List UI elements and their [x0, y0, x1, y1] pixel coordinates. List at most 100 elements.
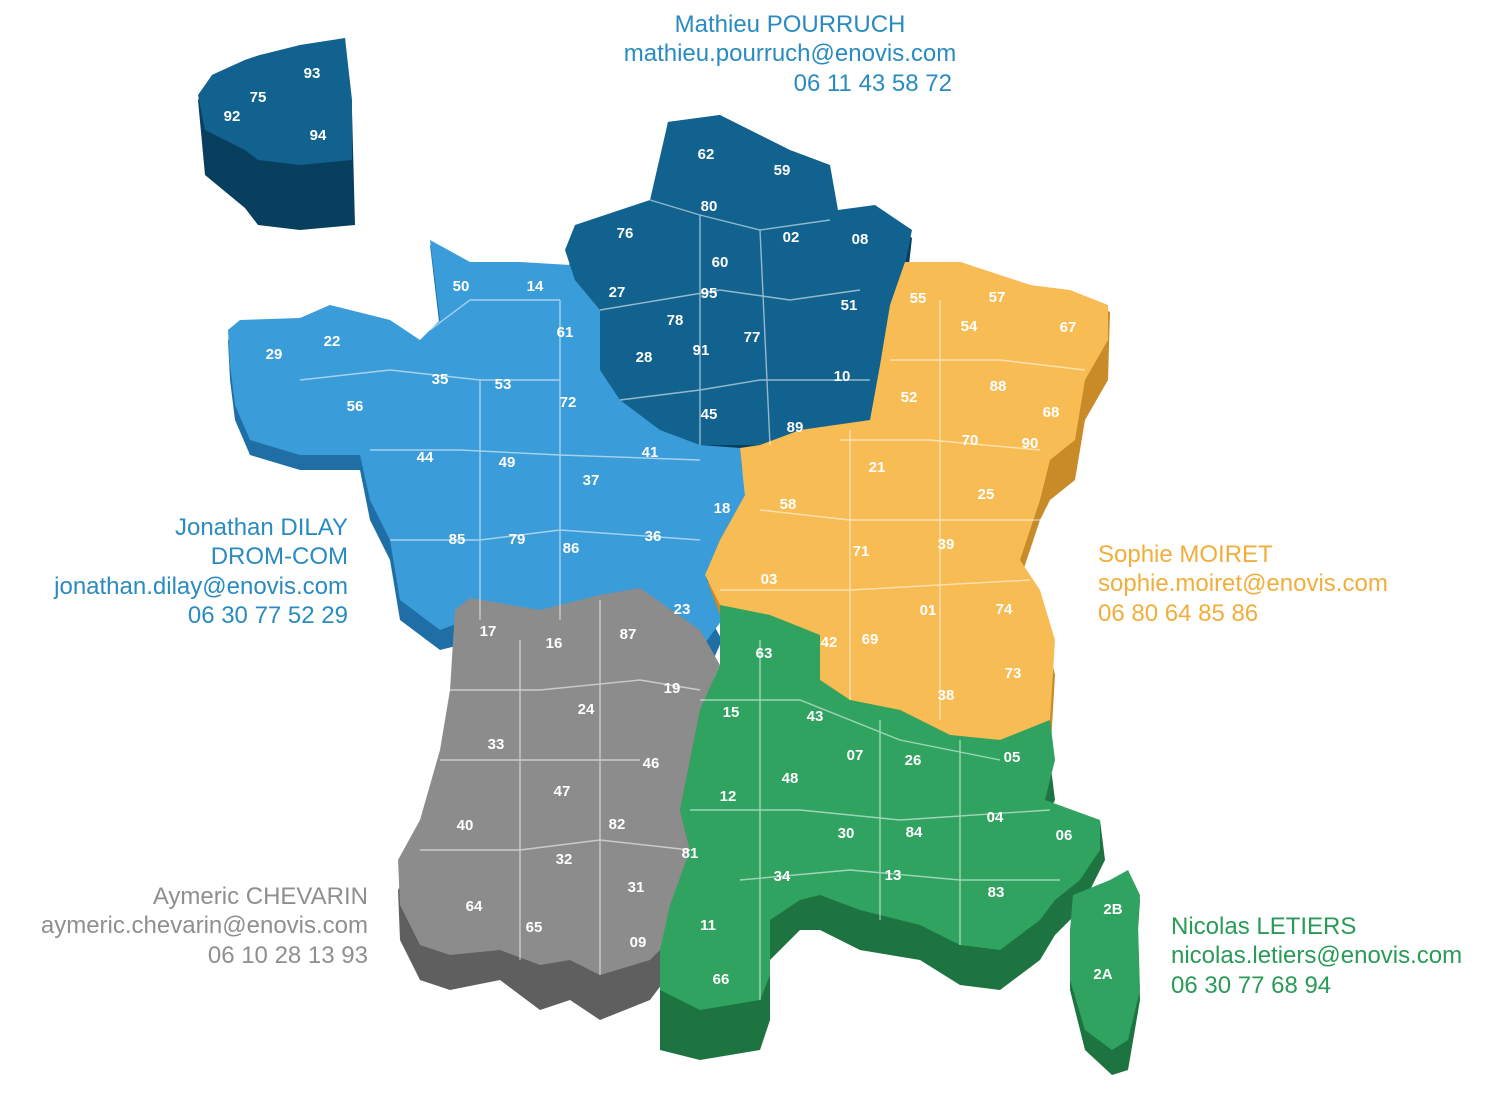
department-label-38: 38	[938, 687, 955, 704]
department-label-17: 17	[480, 623, 497, 640]
department-label-51: 51	[841, 297, 858, 314]
department-label-68: 68	[1043, 404, 1060, 421]
department-label-16: 16	[546, 635, 563, 652]
contact-blue-phone[interactable]: 06 30 77 52 29	[187, 601, 348, 629]
department-label-94: 94	[310, 127, 327, 144]
department-label-08: 08	[852, 231, 869, 248]
department-label-37: 37	[583, 472, 600, 489]
department-label-79: 79	[509, 531, 526, 548]
department-label-21: 21	[869, 459, 886, 476]
department-label-24: 24	[578, 701, 595, 718]
department-label-83: 83	[988, 884, 1005, 901]
department-label-23: 23	[674, 601, 691, 618]
department-label-76: 76	[617, 225, 634, 242]
department-label-06: 06	[1056, 827, 1073, 844]
inset-paris-area[interactable]	[198, 38, 352, 165]
department-label-10: 10	[834, 368, 851, 385]
department-label-47: 47	[554, 783, 571, 800]
department-label-60: 60	[712, 254, 729, 271]
department-label-77: 77	[744, 329, 761, 346]
contact-gray-phone[interactable]: 06 10 28 13 93	[207, 941, 368, 969]
department-label-73: 73	[1005, 665, 1022, 682]
region-gray[interactable]	[398, 588, 720, 975]
department-label-56: 56	[347, 398, 364, 415]
contact-green-name: Nicolas LETIERS	[1171, 913, 1357, 940]
department-label-81: 81	[682, 845, 699, 862]
department-label-13: 13	[885, 867, 902, 884]
department-label-03: 03	[761, 571, 778, 588]
contact-blue: Jonathan DILAY DROM-COM jonathan.dilay@e…	[8, 513, 348, 630]
department-label-40: 40	[457, 817, 474, 834]
department-label-46: 46	[643, 755, 660, 772]
department-label-31: 31	[628, 879, 645, 896]
department-label-74: 74	[996, 601, 1013, 618]
department-label-61: 61	[557, 324, 574, 341]
department-label-75: 75	[250, 89, 267, 106]
department-label-34: 34	[774, 868, 791, 885]
contact-gray-name: Aymeric CHEVARIN	[152, 883, 368, 910]
department-label-64: 64	[466, 898, 483, 915]
department-label-72: 72	[560, 394, 577, 411]
department-label-78: 78	[667, 312, 684, 329]
region-navy[interactable]	[565, 115, 912, 445]
department-label-04: 04	[987, 809, 1004, 826]
contact-navy-email[interactable]: mathieu.pourruch@enovis.com	[623, 40, 957, 68]
department-label-42: 42	[821, 634, 838, 651]
department-label-43: 43	[807, 708, 824, 725]
department-label-35: 35	[432, 371, 449, 388]
department-label-52: 52	[901, 389, 918, 406]
department-label-88: 88	[990, 378, 1007, 395]
department-label-50: 50	[453, 278, 470, 295]
department-label-62: 62	[698, 146, 715, 163]
contact-blue-name: Jonathan DILAY	[174, 514, 348, 541]
contact-yellow-name: Sophie MOIRET	[1098, 541, 1273, 568]
department-label-65: 65	[526, 919, 543, 936]
contact-yellow-phone[interactable]: 06 80 64 85 86	[1098, 599, 1259, 627]
department-label-14: 14	[527, 278, 544, 295]
contact-yellow: Sophie MOIRET sophie.moiret@enovis.com 0…	[1098, 540, 1388, 628]
department-label-09: 09	[630, 934, 647, 951]
department-label-57: 57	[989, 289, 1006, 306]
department-label-01: 01	[920, 602, 937, 619]
department-label-07: 07	[847, 747, 864, 764]
contact-navy-name: Mathieu POURRUCH	[674, 11, 906, 38]
department-label-2B: 2B	[1103, 901, 1122, 918]
department-label-49: 49	[499, 454, 516, 471]
department-label-32: 32	[556, 851, 573, 868]
corsica[interactable]	[1070, 870, 1140, 1050]
department-label-63: 63	[756, 645, 773, 662]
department-label-33: 33	[488, 736, 505, 753]
contact-green-email[interactable]: nicolas.letiers@enovis.com	[1171, 942, 1463, 970]
contact-green-phone[interactable]: 06 30 77 68 94	[1171, 971, 1332, 999]
department-label-90: 90	[1022, 435, 1039, 452]
department-label-66: 66	[713, 971, 730, 988]
department-label-45: 45	[701, 406, 718, 423]
department-label-70: 70	[962, 432, 979, 449]
contact-navy-phone[interactable]: 06 11 43 58 72	[793, 69, 952, 97]
contact-green: Nicolas LETIERS nicolas.letiers@enovis.c…	[1171, 912, 1462, 1000]
department-label-02: 02	[783, 229, 800, 246]
department-label-27: 27	[609, 284, 626, 301]
department-label-25: 25	[978, 486, 995, 503]
department-label-87: 87	[620, 626, 637, 643]
department-label-92: 92	[224, 108, 241, 125]
department-label-82: 82	[609, 816, 626, 833]
department-label-54: 54	[961, 318, 978, 335]
contact-gray-email[interactable]: aymeric.chevarin@enovis.com	[40, 912, 368, 940]
contact-gray: Aymeric CHEVARIN aymeric.chevarin@enovis…	[6, 882, 368, 970]
department-label-12: 12	[720, 788, 737, 805]
contact-yellow-email[interactable]: sophie.moiret@enovis.com	[1098, 570, 1388, 598]
department-label-67: 67	[1060, 319, 1077, 336]
department-label-91: 91	[693, 342, 710, 359]
contact-blue-email[interactable]: jonathan.dilay@enovis.com	[54, 572, 348, 600]
contact-navy: Mathieu POURRUCH mathieu.pourruch@enovis…	[600, 10, 980, 98]
department-label-2A: 2A	[1093, 966, 1112, 983]
department-labels: 62 59 80 76 02 08 60 27 95 78 91 28 77 51 45 10 89 50 14 61…	[224, 65, 1123, 988]
department-label-39: 39	[938, 536, 955, 553]
region-blue[interactable]	[228, 240, 745, 660]
department-label-53: 53	[495, 376, 512, 393]
region-yellow[interactable]	[705, 262, 1108, 740]
department-label-71: 71	[853, 543, 870, 560]
department-label-30: 30	[838, 825, 855, 842]
